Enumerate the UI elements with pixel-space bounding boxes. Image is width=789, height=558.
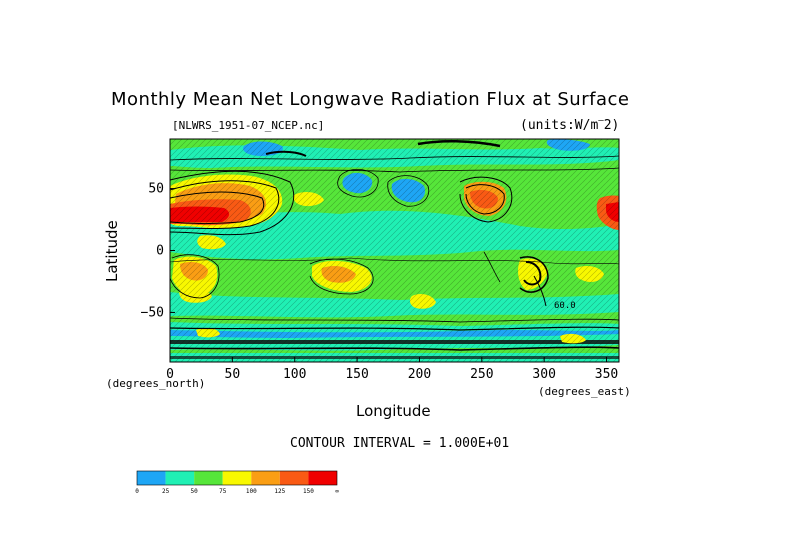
x-unit-label: (degrees_east) <box>538 385 631 398</box>
x-axis-title: Longitude <box>356 402 431 420</box>
colorbar-swatch <box>222 471 252 485</box>
colorbar-tick-label: 0 <box>135 488 139 495</box>
contour-line <box>170 191 265 224</box>
units-label: (units:W/m—2) <box>520 116 620 133</box>
x-tick-label: 0 <box>166 367 174 382</box>
x-tick-label: 350 <box>595 367 618 382</box>
colorbar-tick-label: 150 <box>303 488 314 495</box>
contour-value-label: 60.0 <box>554 301 576 311</box>
contour-line <box>170 167 619 173</box>
field-texture <box>170 139 619 362</box>
contour-line <box>265 150 307 157</box>
chart-title: Monthly Mean Net Longwave Radiation Flux… <box>111 89 630 110</box>
contour-line <box>170 326 619 331</box>
contour-line <box>170 346 619 351</box>
contour-line <box>387 175 430 207</box>
colorbar-tick-label: 125 <box>274 488 285 495</box>
contour-interval-label: CONTOUR INTERVAL = 1.000E+01 <box>290 436 510 451</box>
field-layer: 60.0 <box>170 139 619 362</box>
contour-line <box>533 275 547 307</box>
colorbar-swatch <box>137 471 166 485</box>
colorbar-swatch <box>194 471 223 485</box>
dataset-label: [NLWRS_1951-07_NCEP.nc] <box>172 119 325 132</box>
contour-line <box>337 169 379 198</box>
x-axis: 0 50 100 150 200 250 300 350 <box>166 357 618 382</box>
y-tick-label: 50 <box>148 182 164 197</box>
colorbar-swatch <box>251 471 280 485</box>
colorbar-frame <box>136 470 338 486</box>
y-tick-label: 0 <box>156 244 164 259</box>
contour-line <box>459 176 513 223</box>
contour-line <box>417 139 501 148</box>
colorbar-swatch <box>165 471 195 485</box>
colorbar-tick-label: ∞ <box>335 488 339 495</box>
y-tick-label: −50 <box>141 305 164 320</box>
contour-line <box>170 170 295 236</box>
y-axis: 50 0 −50 <box>141 182 175 320</box>
y-unit-label: (degrees_north) <box>106 377 206 390</box>
contour-line <box>170 257 619 265</box>
contour-line <box>519 256 549 293</box>
x-tick-label: 250 <box>470 367 493 382</box>
contour-line <box>465 184 505 215</box>
contour-line <box>483 251 501 283</box>
x-tick-label: 200 <box>408 367 431 382</box>
colorbar-tick-label: 100 <box>246 488 257 495</box>
colorbar-swatch <box>308 471 337 485</box>
x-tick-label: 300 <box>532 367 555 382</box>
colorbar-tick-label: 75 <box>219 488 227 495</box>
contour-line <box>309 258 374 295</box>
contour-line <box>170 317 619 323</box>
contour-line <box>170 180 280 229</box>
contour-line <box>170 155 619 161</box>
contour-line <box>170 254 220 299</box>
x-tick-label: 50 <box>225 367 241 382</box>
x-tick-label: 150 <box>345 367 368 382</box>
colorbar-tick-label: 25 <box>162 488 170 495</box>
contour-line <box>523 261 542 286</box>
x-tick-label: 100 <box>283 367 306 382</box>
colorbar-tick-label: 50 <box>191 488 199 495</box>
colorbar-swatch <box>279 471 309 485</box>
